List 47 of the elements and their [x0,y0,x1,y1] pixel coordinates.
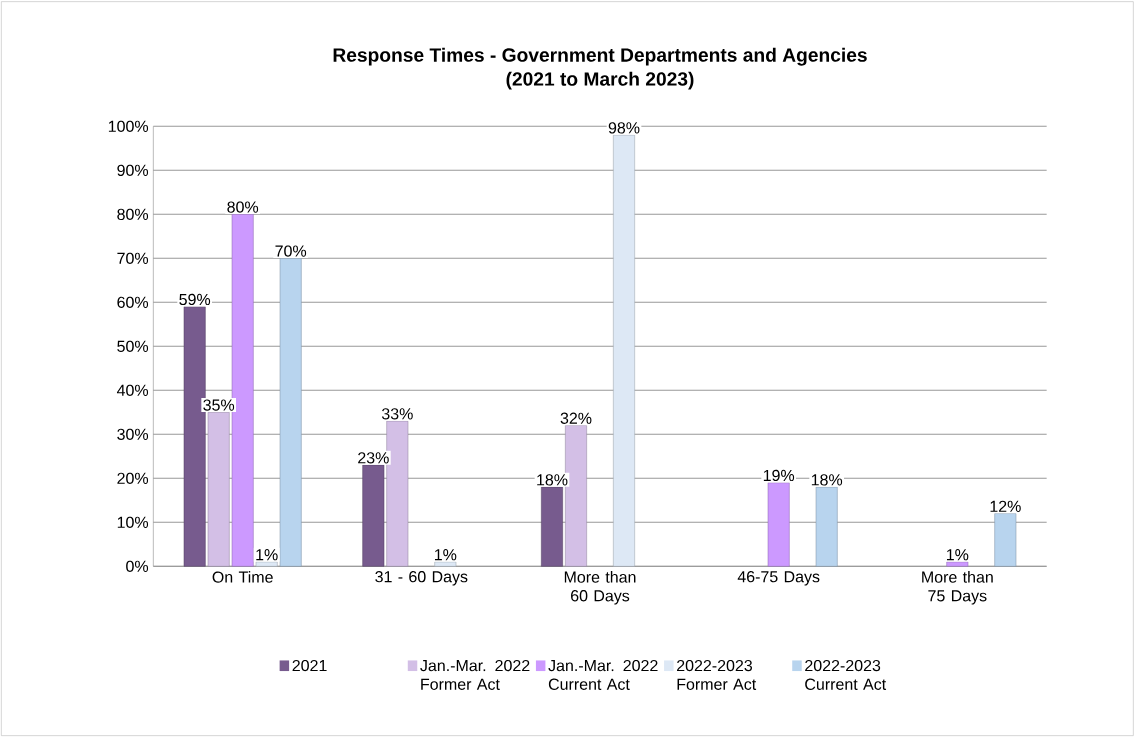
data-label: 1% [256,549,278,561]
legend-label: 2022-2023 Current Act [805,659,887,690]
data-label: 80% [227,201,259,213]
data-label: 18% [537,474,568,486]
data-label: 18% [811,474,843,486]
data-label: 33% [381,408,413,420]
y-tick-label: 10% [117,516,149,528]
bar [613,134,635,567]
chart-title: Response Times - Government Departments and Agencies [333,47,867,66]
legend-label: Jan.-Mar. 2022 Former Act [420,659,530,690]
bar [255,561,278,567]
x-tick-label: More than 60 Days [564,571,636,605]
data-label: 23% [358,452,389,464]
y-tick-label: 0% [126,560,149,572]
y-tick-label: 20% [117,472,149,484]
data-label: 35% [203,399,235,411]
legend-label: 2021 [292,659,327,672]
y-tick-label: 60% [117,296,149,308]
y-tick-label: 90% [117,164,149,176]
bar [541,486,563,567]
y-tick-label: 100% [108,120,149,132]
data-label: 19% [763,469,795,482]
data-label: 12% [990,500,1021,512]
data-label: 1% [946,549,969,561]
data-label: 32% [560,412,592,424]
chart-subtitle: (2021 to March 2023) [506,71,694,90]
y-tick-label: 40% [116,384,149,396]
y-tick-label: 80% [117,208,149,220]
bar [279,258,302,567]
y-tick-label: 30% [117,428,149,440]
y-tick-label: 70% [117,252,149,264]
x-tick-label: 46-75 Days [737,571,820,586]
x-tick-label: 31 - 60 Days [375,571,468,586]
legend-label: 2022-2023 Former Act [677,659,757,690]
bar [207,412,230,567]
data-label: 98% [608,122,640,134]
bar [815,486,838,567]
bar [946,561,969,567]
legend-label: Jan.-Mar. 2022 Current Act [548,659,658,690]
y-tick-label: 50% [117,340,149,352]
data-label: 59% [179,293,211,306]
bar [434,561,457,567]
x-tick-label: On Time [212,571,273,583]
x-tick-label: More than 75 Days [922,571,993,605]
data-label: 70% [275,245,307,257]
bar [994,513,1017,567]
data-label: 1% [434,549,457,561]
